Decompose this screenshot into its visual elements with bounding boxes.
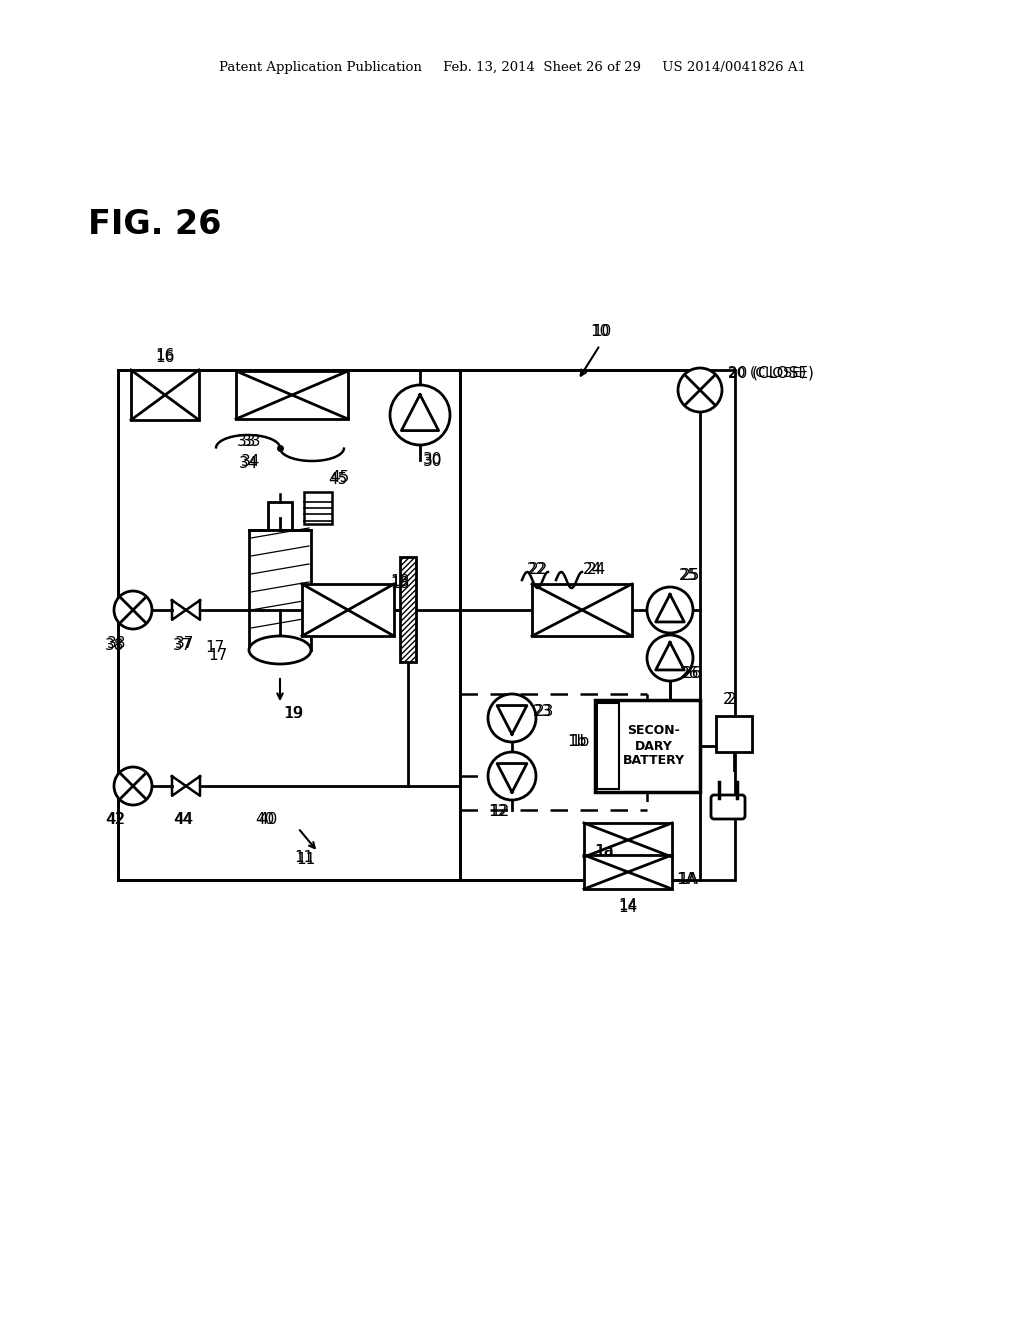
Text: 19: 19 <box>284 706 303 722</box>
Text: 18: 18 <box>390 576 410 590</box>
Text: 33: 33 <box>243 434 262 450</box>
Text: 17: 17 <box>208 648 227 663</box>
Ellipse shape <box>249 636 311 664</box>
Text: 34: 34 <box>241 454 260 469</box>
Text: 19: 19 <box>285 706 304 722</box>
Text: 2: 2 <box>723 693 733 708</box>
Circle shape <box>488 752 536 800</box>
Text: 33: 33 <box>238 434 257 450</box>
Text: 25: 25 <box>680 569 699 583</box>
Text: 22: 22 <box>528 561 548 577</box>
FancyBboxPatch shape <box>711 795 745 818</box>
Circle shape <box>647 587 693 634</box>
Text: 1A: 1A <box>678 873 698 887</box>
Bar <box>595 700 700 792</box>
Text: 45: 45 <box>329 473 347 487</box>
Bar <box>460 370 735 880</box>
Text: 2: 2 <box>727 693 737 708</box>
Text: 38: 38 <box>105 638 125 652</box>
Bar <box>584 822 672 857</box>
Text: 1a: 1a <box>595 845 614 859</box>
Text: 16: 16 <box>156 347 175 363</box>
Text: 1A: 1A <box>676 873 696 887</box>
Circle shape <box>114 767 152 805</box>
Text: 44: 44 <box>173 813 193 828</box>
Bar <box>302 583 394 636</box>
Bar <box>249 531 311 649</box>
Text: 24: 24 <box>587 561 605 577</box>
Text: 44: 44 <box>174 813 194 828</box>
Text: 37: 37 <box>173 638 193 652</box>
Text: 16: 16 <box>156 351 175 366</box>
Text: 30: 30 <box>422 453 441 467</box>
Text: 45: 45 <box>331 470 349 486</box>
Bar <box>268 502 292 531</box>
Text: SECON-
DARY
BATTERY: SECON- DARY BATTERY <box>623 725 685 767</box>
Bar <box>304 492 332 524</box>
Text: 1a: 1a <box>594 845 613 859</box>
Text: 40: 40 <box>258 813 278 828</box>
Text: 23: 23 <box>536 705 555 719</box>
Text: 22: 22 <box>526 562 546 578</box>
Text: 11: 11 <box>296 853 315 867</box>
Text: 25: 25 <box>678 569 697 583</box>
Circle shape <box>647 635 693 681</box>
Text: 23: 23 <box>534 705 553 719</box>
Bar <box>400 557 416 663</box>
Circle shape <box>678 368 722 412</box>
Text: 40: 40 <box>255 813 274 828</box>
Bar <box>131 370 199 420</box>
Text: 12: 12 <box>488 804 508 820</box>
Text: 20 (CLOSE): 20 (CLOSE) <box>728 366 814 380</box>
Circle shape <box>390 385 450 445</box>
Circle shape <box>114 591 152 630</box>
Bar <box>118 370 460 880</box>
Text: 10: 10 <box>591 325 609 339</box>
Text: 26: 26 <box>683 665 702 681</box>
Bar <box>716 715 752 752</box>
Text: 34: 34 <box>239 455 258 470</box>
Bar <box>532 583 632 636</box>
Text: 10: 10 <box>592 325 611 339</box>
Text: 18: 18 <box>390 574 410 590</box>
Text: 12: 12 <box>490 804 510 820</box>
Text: 26: 26 <box>680 667 699 681</box>
Text: Patent Application Publication     Feb. 13, 2014  Sheet 26 of 29     US 2014/004: Patent Application Publication Feb. 13, … <box>218 62 806 74</box>
Text: 37: 37 <box>174 636 194 652</box>
Text: 14: 14 <box>618 899 638 913</box>
Text: 24: 24 <box>583 562 602 578</box>
Text: 1b: 1b <box>567 734 587 750</box>
Text: 14: 14 <box>618 899 638 915</box>
Bar <box>597 704 618 789</box>
Text: 42: 42 <box>106 813 126 828</box>
Circle shape <box>488 694 536 742</box>
Text: 38: 38 <box>106 636 126 652</box>
Text: 30: 30 <box>422 454 441 470</box>
Text: 1b: 1b <box>570 734 590 750</box>
Bar <box>584 855 672 888</box>
Text: 11: 11 <box>294 850 313 866</box>
Bar <box>236 371 348 418</box>
Text: 20 (CLOSE): 20 (CLOSE) <box>728 366 806 379</box>
Text: 17: 17 <box>206 640 224 656</box>
Text: FIG. 26: FIG. 26 <box>88 209 221 242</box>
Text: 42: 42 <box>105 813 125 828</box>
